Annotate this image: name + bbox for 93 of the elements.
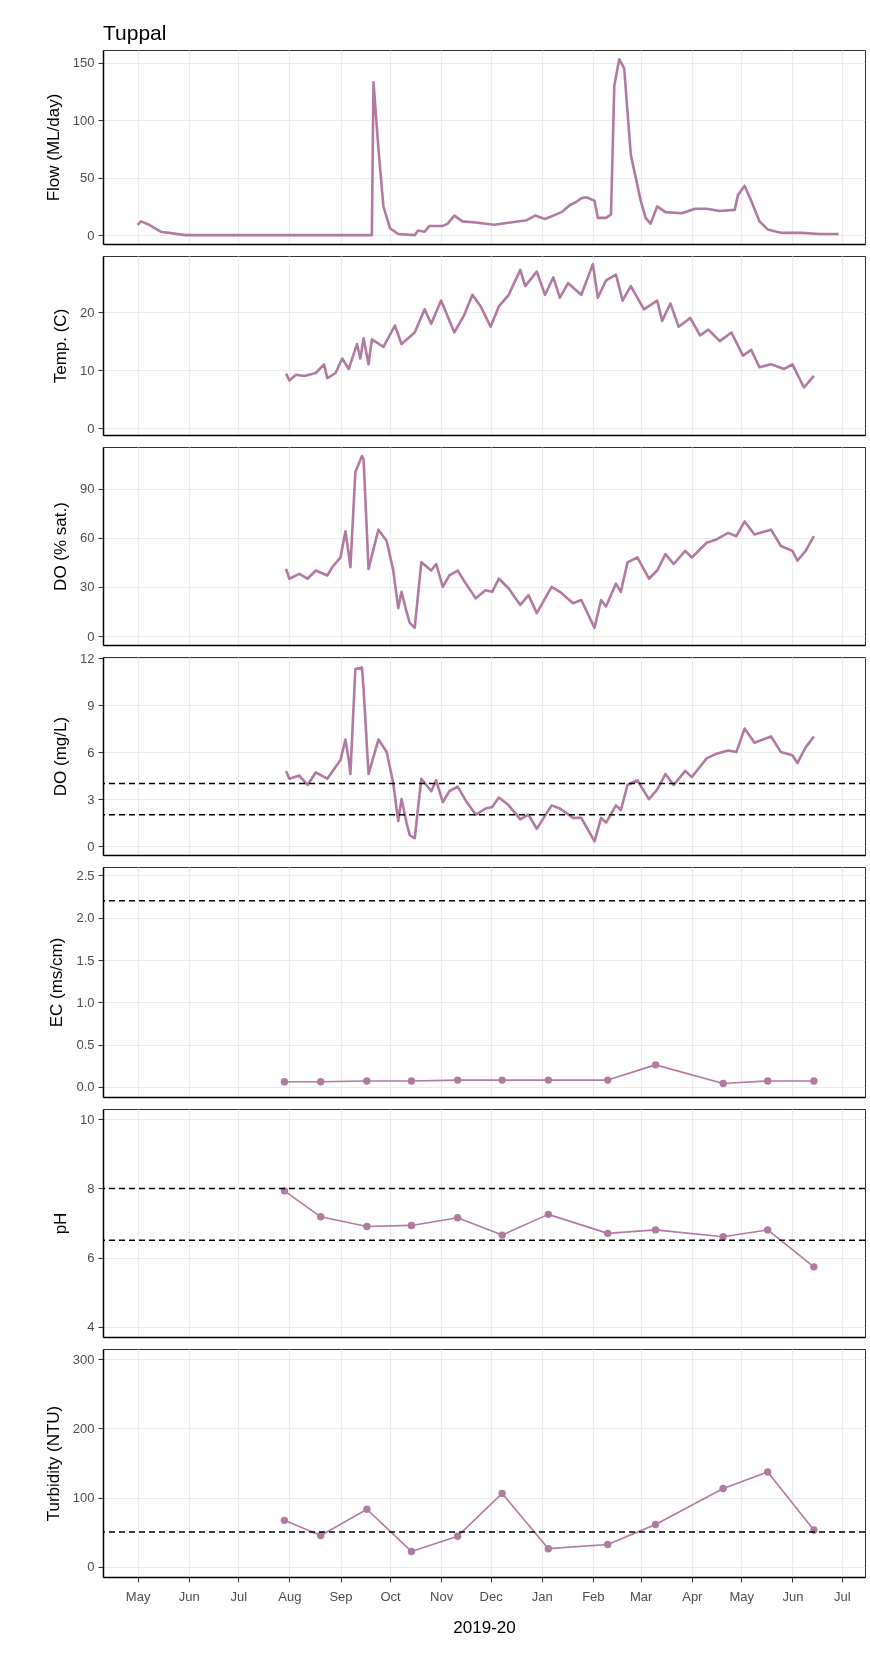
- y-axis-title: Temp. (C): [51, 308, 71, 384]
- y-axis-title: Flow (ML/day): [43, 93, 63, 202]
- point: [719, 1233, 727, 1241]
- x-tick-label: Dec: [479, 1588, 504, 1604]
- y-tick-label: 0.5: [76, 1037, 95, 1053]
- y-tick-label: 20: [80, 304, 95, 320]
- y-axis-title: EC (ms/cm): [47, 937, 67, 1028]
- y-axis-title: DO (mg/L): [51, 716, 71, 797]
- point: [651, 1520, 660, 1529]
- y-tick-label: 50: [80, 170, 95, 186]
- x-tick-label: Jun: [178, 1588, 200, 1604]
- x-tick-label: Jul: [230, 1588, 248, 1604]
- point: [810, 1077, 818, 1085]
- x-tick-label: Jan: [531, 1588, 553, 1604]
- point: [317, 1078, 325, 1086]
- x-tick-label: Jun: [782, 1588, 804, 1604]
- x-tick-label: Jul: [834, 1588, 851, 1604]
- line-series: [284, 262, 816, 389]
- point: [544, 1210, 553, 1219]
- point: [363, 1505, 371, 1513]
- x-tick-label: Oct: [380, 1588, 401, 1604]
- y-tick-label: 100: [72, 112, 95, 128]
- point: [719, 1484, 727, 1493]
- line-series: [284, 454, 816, 630]
- y-tick-label: 100: [72, 1490, 95, 1506]
- point: [363, 1222, 371, 1231]
- y-axis-title: Turbidity (NTU): [43, 1405, 63, 1522]
- y-tick-label: 1.5: [76, 952, 95, 968]
- point: [363, 1077, 371, 1085]
- point: [453, 1076, 462, 1084]
- point: [498, 1231, 506, 1239]
- point: [810, 1263, 818, 1271]
- point: [453, 1532, 462, 1540]
- point: [544, 1076, 553, 1084]
- y-tick-label: 1.0: [76, 994, 95, 1010]
- y-tick-label: 6: [87, 1250, 95, 1266]
- x-tick-label: Aug: [278, 1588, 302, 1604]
- x-tick-label: Sep: [329, 1588, 353, 1604]
- y-tick-label: 90: [80, 481, 95, 497]
- x-tick-label: May: [729, 1588, 755, 1604]
- y-tick-label: 10: [80, 362, 95, 378]
- point: [651, 1061, 660, 1069]
- y-tick-label: 60: [80, 530, 95, 546]
- y-tick-label: 300: [72, 1351, 95, 1367]
- y-axis-title: pH: [51, 1212, 71, 1235]
- x-tick-label: Nov: [430, 1588, 454, 1604]
- point: [719, 1079, 727, 1088]
- y-tick-label: 0: [87, 838, 95, 854]
- point: [280, 1078, 289, 1086]
- y-tick-label: 150: [72, 55, 95, 71]
- y-axis-title: DO (% sat.): [51, 502, 71, 591]
- line-series: [136, 57, 840, 237]
- y-tick-label: 9: [87, 697, 95, 713]
- point: [763, 1468, 772, 1476]
- point: [498, 1076, 506, 1084]
- y-tick-label: 0.0: [76, 1079, 95, 1095]
- point: [317, 1213, 325, 1221]
- line-series: [284, 666, 816, 843]
- y-tick-label: 2.0: [76, 910, 95, 926]
- y-tick-label: 3: [87, 791, 95, 807]
- point: [544, 1544, 553, 1553]
- y-tick-label: 8: [87, 1180, 95, 1196]
- y-tick-label: 0: [87, 1559, 95, 1575]
- point: [603, 1229, 612, 1238]
- point: [763, 1226, 772, 1234]
- x-tick-label: Apr: [682, 1588, 704, 1604]
- point: [651, 1226, 660, 1234]
- point: [498, 1489, 506, 1498]
- x-tick-label: Feb: [582, 1588, 605, 1604]
- point: [763, 1077, 772, 1085]
- y-tick-label: 6: [87, 744, 95, 760]
- x-tick-label: Mar: [629, 1588, 654, 1604]
- y-tick-label: 200: [72, 1420, 95, 1436]
- x-tick-label: May: [125, 1588, 151, 1604]
- point: [407, 1547, 416, 1556]
- x-axis-title: 2019-20: [453, 1617, 516, 1637]
- y-tick-label: 30: [80, 579, 95, 595]
- point: [280, 1516, 289, 1525]
- point: [407, 1077, 416, 1085]
- y-tick-label: 0: [87, 227, 95, 243]
- y-tick-label: 4: [87, 1319, 95, 1335]
- point: [453, 1214, 462, 1222]
- point: [603, 1076, 612, 1084]
- y-tick-label: 2.5: [76, 867, 95, 883]
- y-tick-label: 12: [80, 650, 95, 666]
- y-tick-label: 10: [80, 1111, 95, 1127]
- y-tick-label: 0: [87, 420, 95, 436]
- point: [317, 1531, 325, 1540]
- point: [603, 1540, 612, 1549]
- y-tick-label: 0: [87, 628, 95, 644]
- point: [407, 1221, 416, 1230]
- point: [280, 1187, 289, 1195]
- chart-title: Tuppal: [103, 21, 167, 44]
